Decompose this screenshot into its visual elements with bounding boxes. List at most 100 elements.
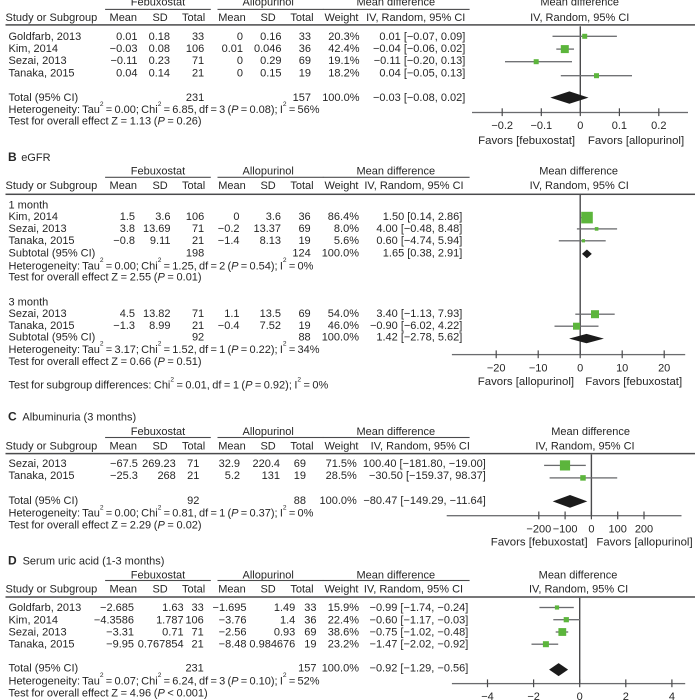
svg-text:−1.3: −1.3 <box>113 320 135 332</box>
svg-text:0.23: 0.23 <box>149 55 170 67</box>
svg-text:69: 69 <box>298 223 310 235</box>
svg-text:Total: Total <box>182 584 205 596</box>
svg-text:SD: SD <box>260 440 275 452</box>
svg-text:Favors [febuxostat]: Favors [febuxostat] <box>478 135 575 147</box>
svg-text:Sezai, 2013: Sezai, 2013 <box>9 308 67 320</box>
svg-text:Mean difference: Mean difference <box>356 569 435 581</box>
svg-text:0.767854: 0.767854 <box>138 638 184 650</box>
svg-text:1 month: 1 month <box>9 199 49 211</box>
svg-text:Favors [febuxostat]: Favors [febuxostat] <box>491 536 588 548</box>
svg-text:231: 231 <box>185 663 203 675</box>
svg-text:19: 19 <box>299 67 311 79</box>
svg-text:46.0%: 46.0% <box>328 320 359 332</box>
svg-text:Total: Total <box>290 180 313 192</box>
svg-text:Total: Total <box>290 12 313 24</box>
svg-text:−0.92 [−1.29, −0.56]: −0.92 [−1.29, −0.56] <box>370 663 469 675</box>
svg-text:1.787: 1.787 <box>156 614 184 626</box>
svg-text:22.4%: 22.4% <box>328 614 359 626</box>
svg-text:157: 157 <box>293 92 311 104</box>
svg-text:100.0%: 100.0% <box>322 332 360 344</box>
svg-text:SD: SD <box>152 12 167 24</box>
svg-text:0: 0 <box>237 31 243 43</box>
svg-text:124: 124 <box>292 247 310 259</box>
svg-text:IV, Random, 95% CI: IV, Random, 95% CI <box>364 584 463 596</box>
svg-text:0: 0 <box>237 55 243 67</box>
svg-text:B: B <box>8 150 17 164</box>
svg-text:Total: Total <box>182 12 205 24</box>
svg-text:−30.50 [−159.37, 98.37]: −30.50 [−159.37, 98.37] <box>369 470 486 482</box>
svg-text:3.8: 3.8 <box>120 223 135 235</box>
svg-text:−0.03: −0.03 <box>110 43 138 55</box>
svg-text:Total: Total <box>290 440 313 452</box>
svg-text:−20: −20 <box>487 362 506 374</box>
svg-text:SD: SD <box>152 180 167 192</box>
svg-text:0: 0 <box>577 691 583 700</box>
svg-text:Total: Total <box>290 584 313 596</box>
svg-text:0.08: 0.08 <box>149 43 170 55</box>
svg-text:92: 92 <box>192 332 204 344</box>
svg-text:−0.03 [−0.08, 0.02]: −0.03 [−0.08, 0.02] <box>373 92 465 104</box>
svg-text:200: 200 <box>635 524 653 536</box>
svg-text:−200: −200 <box>526 524 551 536</box>
svg-text:1.4: 1.4 <box>280 614 295 626</box>
svg-text:0: 0 <box>237 67 243 79</box>
svg-text:131: 131 <box>262 470 280 482</box>
svg-text:69: 69 <box>294 458 306 470</box>
svg-text:Heterogeneity: Tau2​ = 0.00; C: Heterogeneity: Tau2​ = 0.00; Chi2​ = 6.8… <box>9 101 320 116</box>
svg-text:Heterogeneity: Tau2​ = 0.00; C: Heterogeneity: Tau2​ = 0.00; Chi2​ = 1.2… <box>9 257 314 272</box>
svg-text:21: 21 <box>187 470 199 482</box>
svg-text:Sezai, 2013: Sezai, 2013 <box>9 55 67 67</box>
svg-text:54.0%: 54.0% <box>328 308 359 320</box>
svg-text:Heterogeneity: Tau2​ = 0.07; C: Heterogeneity: Tau2​ = 0.07; Chi2​ = 6.2… <box>9 672 320 687</box>
svg-text:157: 157 <box>298 663 316 675</box>
svg-text:Total (95% CI): Total (95% CI) <box>9 663 79 675</box>
svg-text:4.00 [−0.48, 8.48]: 4.00 [−0.48, 8.48] <box>376 223 462 235</box>
svg-text:Weight: Weight <box>324 12 358 24</box>
svg-text:IV, Random, 95% CI: IV, Random, 95% CI <box>371 440 470 452</box>
svg-text:Favors [febuxostat]: Favors [febuxostat] <box>585 376 682 388</box>
svg-text:−9.95: −9.95 <box>106 638 134 650</box>
svg-text:−2: −2 <box>527 691 540 700</box>
svg-text:36: 36 <box>304 614 316 626</box>
svg-text:19: 19 <box>298 235 310 247</box>
svg-text:28.5%: 28.5% <box>326 470 357 482</box>
svg-text:Test for overall effect Z = 4.: Test for overall effect Z = 4.96 (P < 0.… <box>9 688 208 700</box>
svg-text:Kim, 2014: Kim, 2014 <box>9 211 59 223</box>
svg-text:71.5%: 71.5% <box>326 458 357 470</box>
svg-text:1.42 [−2.78, 5.62]: 1.42 [−2.78, 5.62] <box>376 332 462 344</box>
svg-text:71: 71 <box>192 223 204 235</box>
svg-text:198: 198 <box>186 247 204 259</box>
svg-text:8.0%: 8.0% <box>334 223 359 235</box>
svg-text:5.6%: 5.6% <box>334 235 359 247</box>
svg-text:−2.685: −2.685 <box>100 602 134 614</box>
svg-text:Febuxostat: Febuxostat <box>131 166 185 178</box>
svg-text:Goldfarb, 2013: Goldfarb, 2013 <box>9 602 82 614</box>
svg-text:0.01: 0.01 <box>116 31 137 43</box>
svg-text:8.13: 8.13 <box>260 235 281 247</box>
svg-text:D: D <box>8 554 17 568</box>
svg-text:42.4%: 42.4% <box>328 43 359 55</box>
svg-text:Mean: Mean <box>218 12 246 24</box>
svg-text:0.15: 0.15 <box>260 67 281 79</box>
svg-text:−0.1: −0.1 <box>530 120 552 132</box>
svg-text:38.6%: 38.6% <box>328 626 359 638</box>
svg-text:Goldfarb, 2013: Goldfarb, 2013 <box>9 31 82 43</box>
svg-text:−0.99 [−1.74, −0.24]: −0.99 [−1.74, −0.24] <box>370 602 469 614</box>
svg-text:71: 71 <box>192 55 204 67</box>
svg-text:0: 0 <box>577 120 583 132</box>
svg-text:IV, Random, 95% CI: IV, Random, 95% CI <box>529 584 628 596</box>
svg-text:−0.75 [−1.02, −0.48]: −0.75 [−1.02, −0.48] <box>370 626 469 638</box>
svg-text:−0.2: −0.2 <box>491 120 513 132</box>
svg-text:IV, Random, 95% CI: IV, Random, 95% CI <box>530 12 629 24</box>
svg-text:Weight: Weight <box>324 584 358 596</box>
svg-text:0.04: 0.04 <box>116 67 137 79</box>
svg-text:Study or Subgroup: Study or Subgroup <box>6 12 98 24</box>
svg-text:−3.31: −3.31 <box>106 626 134 638</box>
svg-text:69: 69 <box>304 626 316 638</box>
svg-text:IV, Random, 95% CI: IV, Random, 95% CI <box>530 180 629 192</box>
svg-text:0.18: 0.18 <box>149 31 170 43</box>
svg-text:1.50 [0.14, 2.86]: 1.50 [0.14, 2.86] <box>383 211 463 223</box>
svg-text:SD: SD <box>260 584 275 596</box>
svg-text:−67.5: −67.5 <box>110 458 138 470</box>
svg-text:−0.60 [−1.17, −0.03]: −0.60 [−1.17, −0.03] <box>370 614 469 626</box>
